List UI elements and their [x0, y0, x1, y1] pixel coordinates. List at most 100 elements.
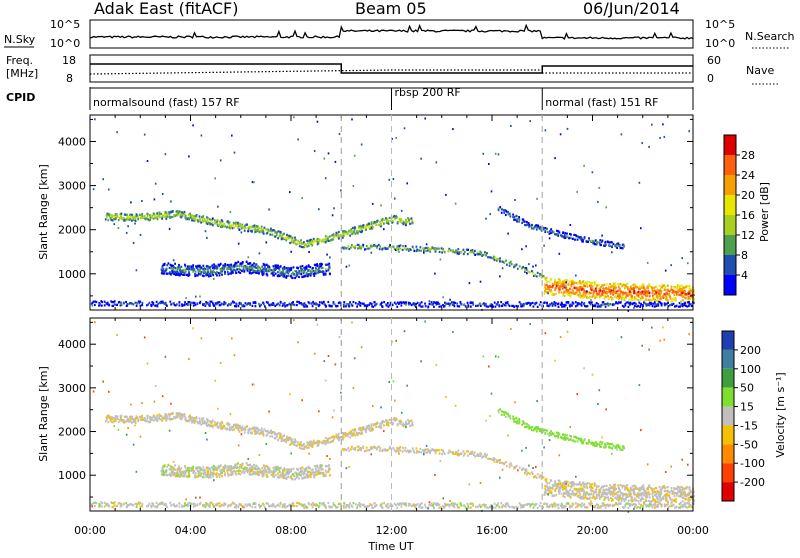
power-cell [137, 218, 139, 220]
power-cell [316, 303, 318, 305]
velocity-cell [94, 505, 96, 507]
power-cell [216, 221, 218, 223]
cpid-segment-label: rbsp 200 RF [395, 86, 461, 99]
power-cell [603, 290, 605, 292]
velocity-cell [188, 358, 190, 360]
power-cell [465, 305, 467, 307]
velocity-cell [284, 469, 286, 471]
power-cell [594, 281, 596, 283]
velocity-cell [372, 405, 374, 407]
power-cell [562, 232, 564, 234]
power-cell [195, 265, 197, 267]
velocity-cell [398, 450, 400, 452]
power-cell [612, 304, 614, 306]
power-cell [406, 182, 408, 184]
power-cell [566, 233, 568, 235]
power-cell [540, 301, 542, 303]
velocity-cell [277, 466, 279, 468]
power-cell [671, 303, 673, 305]
power-cell [173, 259, 175, 261]
power-cell [631, 288, 633, 290]
power-cell [584, 285, 586, 287]
power-cell [265, 270, 267, 272]
velocity-cell [162, 395, 164, 397]
velocity-cell [319, 441, 321, 443]
power-cell [372, 203, 374, 205]
velocity-cell [238, 469, 240, 471]
power-cell [367, 305, 369, 307]
power-cell [162, 193, 164, 195]
power-cell [615, 287, 617, 289]
power-cell [94, 118, 96, 120]
power-cell [172, 268, 174, 270]
velocity-cell [360, 503, 362, 505]
power-cell [546, 302, 548, 304]
velocity-cell [379, 423, 381, 425]
velocity-cell [200, 502, 202, 504]
power-cell [389, 179, 391, 181]
power-cell [454, 251, 456, 253]
power-cell [188, 272, 190, 274]
velocity-cell [314, 465, 316, 467]
power-cell [108, 304, 110, 306]
power-cell [686, 305, 688, 307]
power-cell [163, 268, 165, 270]
velocity-cell [173, 467, 175, 469]
power-cell [121, 213, 123, 215]
nave-tick-top: 60 [707, 54, 721, 67]
velocity-cell [92, 503, 94, 505]
power-cell [371, 221, 373, 223]
power-cell [586, 290, 588, 292]
power-cell [230, 211, 232, 213]
velocity-cell [176, 504, 178, 506]
power-cell [583, 302, 585, 304]
power-cell [282, 270, 284, 272]
velocity-cell [296, 468, 298, 470]
power-cell [293, 266, 295, 268]
power-cell [531, 224, 533, 226]
power-cell [420, 158, 422, 160]
power-cell [246, 223, 248, 225]
power-cell [184, 304, 186, 306]
velocity-cell [180, 474, 182, 476]
power-cell [627, 295, 629, 297]
power-cell [536, 198, 538, 200]
velocity-cell [197, 503, 199, 505]
power-cell [314, 150, 316, 152]
power-cell [610, 296, 612, 298]
power-cell [657, 304, 659, 306]
power-cell [647, 287, 649, 289]
velocity-cell [140, 436, 142, 438]
velocity-cell [233, 502, 235, 504]
velocity-cell [268, 411, 270, 413]
power-cell [421, 301, 423, 303]
velocity-cell [340, 503, 342, 505]
power-cell [227, 273, 229, 275]
power-cell [485, 254, 487, 256]
power-cell [277, 237, 279, 239]
power-cell [509, 213, 511, 215]
power-cell [224, 225, 226, 227]
power-cell [327, 236, 329, 238]
velocity-cell [263, 504, 265, 506]
velocity-cell [121, 415, 123, 417]
power-cell [275, 268, 277, 270]
power-cell [200, 301, 202, 303]
power-cell [435, 251, 437, 253]
velocity-cell [345, 506, 347, 508]
velocity-cell [293, 475, 295, 477]
power-cell [458, 305, 460, 307]
power-cell [348, 248, 350, 250]
velocity-cell [343, 505, 345, 507]
velocity-cell [219, 476, 221, 478]
power-cell [685, 286, 687, 288]
power-cell [253, 181, 255, 183]
power-cell [682, 290, 684, 292]
velocity-cell [203, 472, 205, 474]
power-cell [602, 240, 604, 242]
power-cell [517, 268, 519, 270]
velocity-cell [287, 505, 289, 507]
power-colorbar-label: Power [dB] [758, 182, 771, 242]
velocity-cell [361, 346, 363, 348]
power-cell [365, 229, 367, 231]
